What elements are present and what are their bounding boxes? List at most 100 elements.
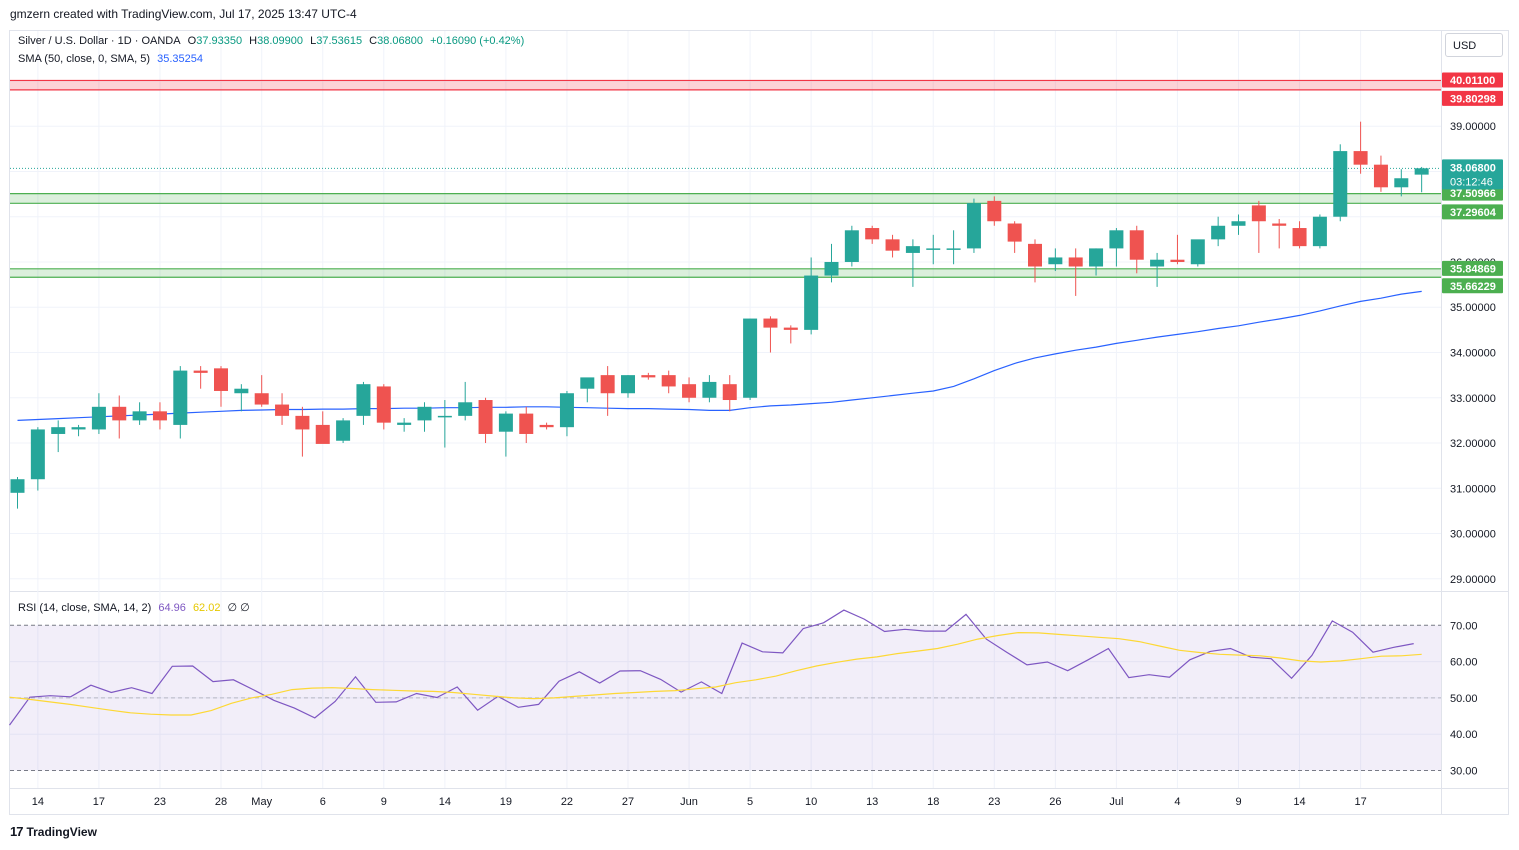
candle-body[interactable]	[234, 388, 249, 394]
high-label: H	[249, 35, 258, 47]
candle-body[interactable]	[682, 384, 697, 398]
candle-body[interactable]	[702, 381, 717, 398]
candle-body[interactable]	[1089, 248, 1104, 267]
sma-legend: SMA (50, close, 0, SMA, 5) 35.35254	[18, 53, 207, 65]
candle-body[interactable]	[1028, 243, 1042, 267]
price-axis-label: 35.00000	[1450, 302, 1496, 314]
candle-body[interactable]	[661, 375, 676, 387]
candle-body[interactable]	[722, 384, 737, 401]
candle-body[interactable]	[865, 228, 880, 240]
candle-body[interactable]	[580, 377, 595, 389]
candle-body[interactable]	[804, 275, 819, 330]
rsi-sma-value: 62.02	[192, 602, 221, 614]
support-axis-tag	[1442, 204, 1503, 220]
support-axis-label: 37.29604	[1450, 207, 1497, 219]
time-axis-label: 27	[622, 796, 634, 808]
candle-body[interactable]	[10, 479, 25, 493]
candle-body[interactable]	[1394, 178, 1409, 188]
candle-body[interactable]	[1312, 216, 1327, 247]
candle-body[interactable]	[559, 393, 574, 428]
currency-selector[interactable]: USD	[1445, 33, 1503, 57]
high-value: 38.09900	[257, 35, 304, 47]
rsi-ma-line[interactable]	[9, 631, 1422, 716]
time-axis-label: 22	[561, 796, 573, 808]
candle-body[interactable]	[600, 375, 615, 394]
candle-body[interactable]	[376, 386, 391, 423]
candle-body[interactable]	[1170, 259, 1185, 262]
sma-line[interactable]	[17, 290, 1422, 421]
candle-body[interactable]	[519, 413, 534, 434]
chart-frame	[9, 30, 1509, 815]
symbol-title[interactable]: Silver / U.S. Dollar · 1D · OANDA	[18, 35, 181, 47]
candle-body[interactable]	[539, 424, 554, 428]
candle-body[interactable]	[966, 203, 981, 249]
support-zone[interactable]	[10, 268, 1441, 278]
candle-body[interactable]	[91, 406, 106, 430]
candle-body[interactable]	[1109, 230, 1124, 249]
candle-body[interactable]	[112, 406, 127, 421]
candle-body[interactable]	[1007, 223, 1022, 242]
sma-label[interactable]: SMA (50, close, 0, SMA, 5)	[18, 53, 151, 65]
candle-body[interactable]	[885, 239, 900, 251]
candle-body[interactable]	[132, 411, 147, 421]
candle-body[interactable]	[1251, 205, 1266, 222]
candle-body[interactable]	[295, 415, 310, 430]
rsi-axis-label: 30.00	[1450, 766, 1478, 778]
price-axis-label: 32.00000	[1450, 438, 1496, 450]
candle-body[interactable]	[763, 318, 778, 328]
candle-body[interactable]	[71, 427, 86, 430]
candle-body[interactable]	[51, 427, 66, 434]
candle-body[interactable]	[743, 318, 758, 398]
candle-body[interactable]	[152, 411, 167, 421]
candle-body[interactable]	[173, 370, 188, 425]
close-label: C	[369, 35, 378, 47]
candle-body[interactable]	[437, 415, 452, 418]
candle-body[interactable]	[1353, 151, 1368, 165]
resistance-zone[interactable]	[10, 80, 1441, 90]
tradingview-brand: TradingView	[26, 824, 97, 839]
candle-body[interactable]	[926, 248, 941, 250]
resistance-axis-tag	[1442, 72, 1503, 88]
candle-body[interactable]	[356, 384, 371, 416]
candle-body[interactable]	[254, 393, 269, 405]
rsi-label[interactable]: RSI (14, close, SMA, 14, 2)	[18, 602, 152, 614]
candle-body[interactable]	[193, 370, 208, 373]
candle-body[interactable]	[1129, 230, 1144, 260]
candle-body[interactable]	[397, 422, 412, 425]
candle-body[interactable]	[783, 327, 798, 330]
resistance-axis-label: 40.01100	[1450, 75, 1495, 87]
support-axis-label: 35.66229	[1450, 281, 1496, 293]
candle-body[interactable]	[946, 248, 961, 250]
candle-body[interactable]	[498, 413, 513, 432]
candle-body[interactable]	[824, 261, 839, 276]
time-axis-label: 9	[1235, 796, 1241, 808]
candle-body[interactable]	[1373, 164, 1388, 188]
candle-body[interactable]	[275, 404, 290, 416]
open-label: O	[187, 35, 197, 47]
candle-body[interactable]	[1211, 225, 1226, 240]
candle-body[interactable]	[1150, 259, 1165, 267]
candle-body[interactable]	[641, 375, 656, 378]
candle-body[interactable]	[1190, 239, 1205, 265]
candle-body[interactable]	[30, 429, 45, 480]
candle-body[interactable]	[1333, 151, 1348, 217]
candle-body[interactable]	[1068, 257, 1083, 267]
candle-body[interactable]	[987, 200, 1002, 222]
candle-body[interactable]	[1231, 221, 1246, 226]
candle-body[interactable]	[315, 424, 330, 444]
price-legend: Silver / U.S. Dollar · 1D · OANDA O37.93…	[18, 35, 528, 47]
candle-body[interactable]	[1272, 223, 1287, 226]
candle-body[interactable]	[1048, 257, 1063, 265]
candle-body[interactable]	[844, 230, 859, 262]
candle-body[interactable]	[458, 402, 473, 416]
candle-body[interactable]	[1414, 168, 1429, 175]
candle-body[interactable]	[478, 400, 493, 434]
candle-body[interactable]	[905, 246, 920, 253]
candle-body[interactable]	[621, 375, 635, 394]
candle-body[interactable]	[1292, 228, 1307, 247]
candle-body[interactable]	[336, 420, 351, 441]
candle-body[interactable]	[214, 368, 228, 391]
support-zone[interactable]	[10, 193, 1441, 204]
candle-body[interactable]	[417, 406, 432, 421]
